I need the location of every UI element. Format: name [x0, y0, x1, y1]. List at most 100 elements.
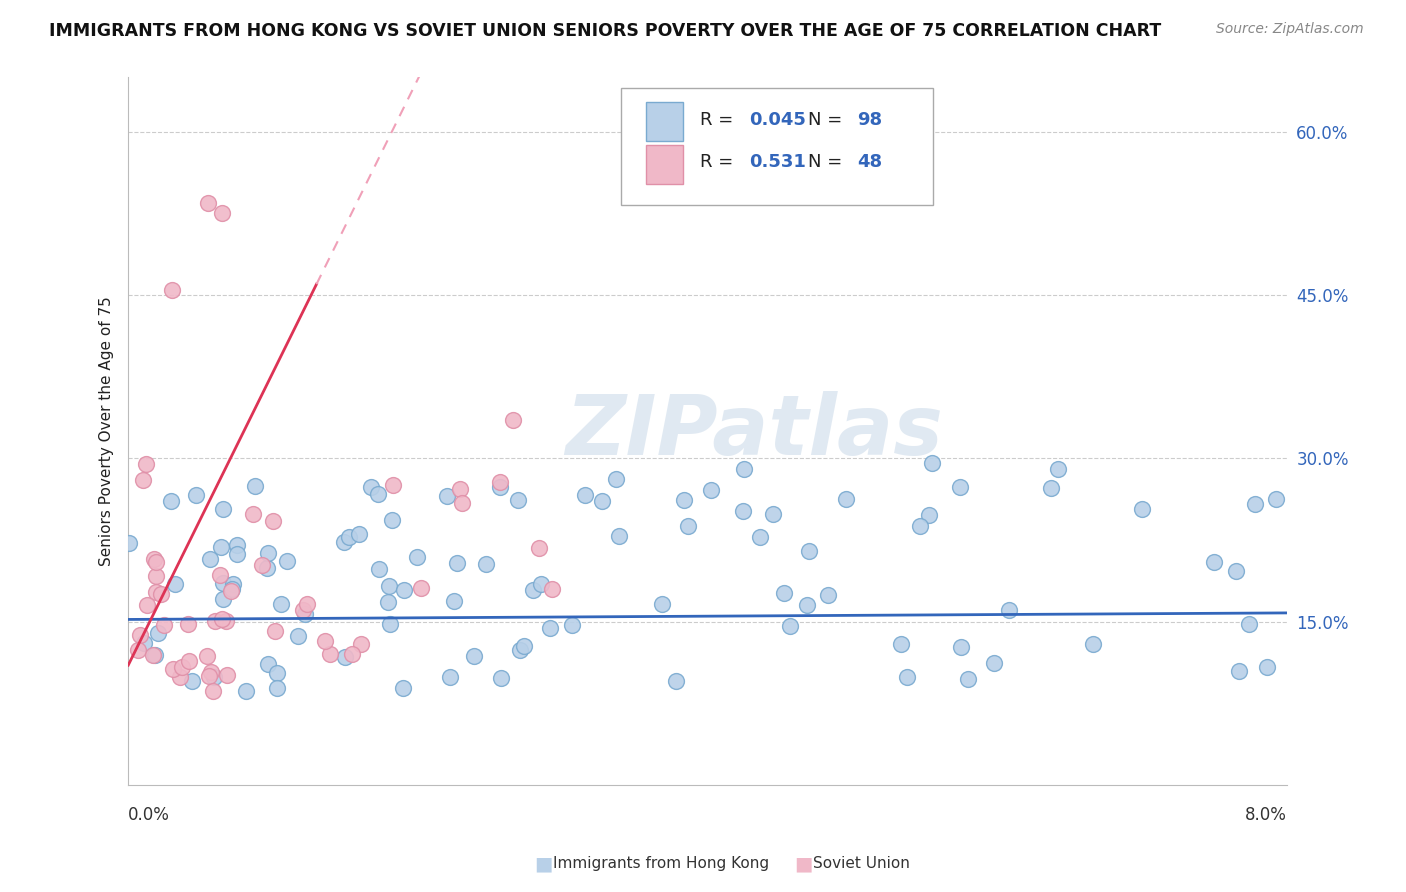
Point [443, 594, 465, 608]
Point [380, 616, 402, 631]
Point [266, 666, 288, 681]
Point [145, 569, 167, 583]
Point [1243, 497, 1265, 511]
Text: ■: ■ [534, 854, 553, 873]
Point [513, 639, 536, 653]
Text: R =: R = [700, 111, 740, 128]
Point [349, 526, 371, 541]
Point [294, 607, 316, 622]
Point [264, 624, 287, 638]
Point [180, 673, 202, 688]
Text: 48: 48 [856, 153, 882, 171]
Text: Soviet Union: Soviet Union [813, 856, 910, 871]
Point [165, 577, 187, 591]
Point [574, 488, 596, 502]
Point [257, 546, 280, 560]
Point [908, 519, 931, 533]
Point [475, 557, 498, 571]
Point [779, 619, 801, 633]
Point [242, 507, 264, 521]
Point [733, 461, 755, 475]
Point [256, 561, 278, 575]
Point [127, 642, 149, 657]
Point [287, 629, 309, 643]
Point [145, 555, 167, 569]
Point [1256, 660, 1278, 674]
Point [235, 683, 257, 698]
Point [169, 670, 191, 684]
Point [665, 673, 688, 688]
Point [340, 647, 363, 661]
Point [381, 478, 404, 492]
Text: Immigrants from Hong Kong: Immigrants from Hong Kong [553, 856, 769, 871]
Point [153, 618, 176, 632]
Point [292, 603, 315, 617]
Point [446, 556, 468, 570]
Point [150, 587, 173, 601]
Point [502, 412, 524, 426]
Point [314, 634, 336, 648]
Point [145, 584, 167, 599]
Point [197, 195, 219, 210]
Point [956, 672, 979, 686]
Point [530, 577, 553, 591]
Point [1204, 555, 1226, 569]
Text: N =: N = [808, 153, 848, 171]
Point [211, 576, 233, 591]
Text: R =: R = [700, 153, 745, 171]
Point [378, 579, 401, 593]
Point [449, 482, 471, 496]
Point [541, 582, 564, 596]
Point [350, 637, 373, 651]
Text: 0.045: 0.045 [749, 111, 806, 128]
Point [508, 643, 530, 657]
Point [489, 671, 512, 685]
Text: Source: ZipAtlas.com: Source: ZipAtlas.com [1216, 22, 1364, 37]
Point [221, 582, 243, 596]
Point [1264, 491, 1286, 506]
Point [211, 612, 233, 626]
Point [651, 598, 673, 612]
Point [1132, 502, 1154, 516]
Point [773, 586, 796, 600]
Point [262, 515, 284, 529]
Point [135, 457, 157, 471]
Point [1225, 564, 1247, 578]
Text: ■: ■ [794, 854, 813, 873]
Point [731, 504, 754, 518]
Bar [645, 103, 683, 141]
Point [997, 602, 1019, 616]
Bar [645, 145, 683, 184]
Point [522, 582, 544, 597]
Point [202, 684, 225, 698]
Point [132, 473, 155, 487]
Point [1081, 636, 1104, 650]
Point [333, 534, 356, 549]
Point [796, 598, 818, 612]
Point [436, 490, 458, 504]
Text: ZIPatlas: ZIPatlas [565, 391, 942, 472]
Point [195, 648, 218, 663]
Point [160, 283, 183, 297]
Point [890, 637, 912, 651]
Point [142, 648, 165, 662]
Text: IMMIGRANTS FROM HONG KONG VS SOVIET UNION SENIORS POVERTY OVER THE AGE OF 75 COR: IMMIGRANTS FROM HONG KONG VS SOVIET UNIO… [49, 22, 1161, 40]
Point [266, 681, 288, 695]
Point [463, 648, 485, 663]
Point [215, 615, 238, 629]
Text: 0.531: 0.531 [749, 153, 806, 171]
Point [451, 496, 474, 510]
Point [676, 519, 699, 533]
Text: 98: 98 [856, 111, 882, 128]
Point [409, 581, 432, 595]
Point [212, 502, 235, 516]
Point [921, 456, 943, 470]
Text: 8.0%: 8.0% [1244, 806, 1286, 824]
Point [949, 640, 972, 654]
Point [673, 492, 696, 507]
Point [817, 588, 839, 602]
Text: 0.0%: 0.0% [128, 806, 170, 824]
Point [243, 479, 266, 493]
Point [250, 558, 273, 572]
Point [561, 617, 583, 632]
